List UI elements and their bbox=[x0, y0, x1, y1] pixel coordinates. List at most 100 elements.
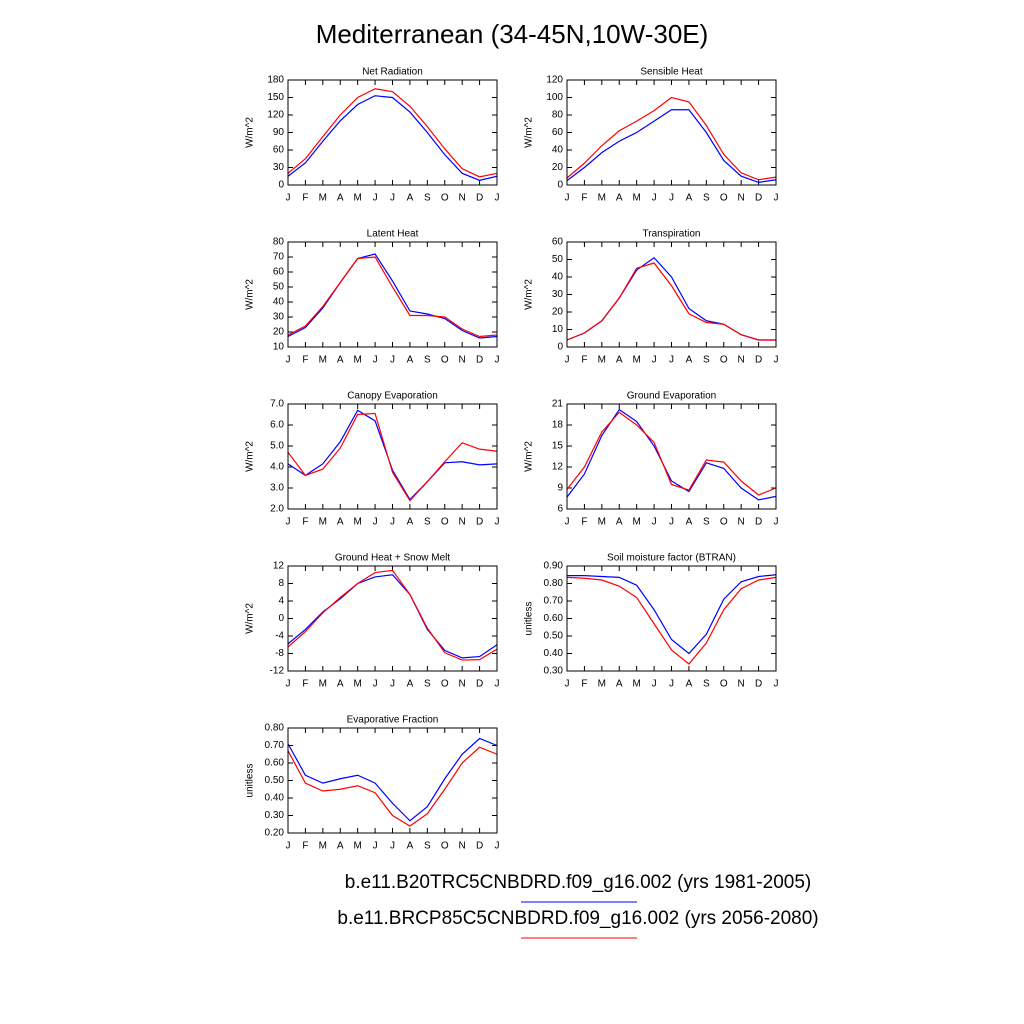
x-tick-label: M bbox=[319, 193, 327, 204]
x-tick-label: J bbox=[669, 193, 674, 204]
x-tick-label: S bbox=[424, 355, 431, 366]
y-tick-label: 0.40 bbox=[265, 793, 285, 804]
plot-frame bbox=[566, 565, 777, 672]
series-line bbox=[287, 569, 498, 661]
y-tick-label: 5.0 bbox=[270, 441, 284, 452]
plot-frame bbox=[566, 79, 777, 186]
y-tick-label: 10 bbox=[552, 324, 564, 335]
series-line bbox=[566, 408, 777, 501]
x-tick-label: A bbox=[407, 517, 414, 528]
figure-title: Mediterranean (34-45N,10W-30E) bbox=[316, 19, 709, 49]
y-tick-label: 12 bbox=[273, 561, 285, 572]
series-line bbox=[566, 576, 777, 665]
x-tick-label: M bbox=[319, 841, 327, 852]
x-tick-label: J bbox=[495, 193, 500, 204]
plot-frame bbox=[287, 565, 498, 672]
plot-frame bbox=[287, 403, 498, 510]
x-tick-label: M bbox=[598, 679, 606, 690]
x-tick-label: J bbox=[286, 193, 291, 204]
y-tick-label: 40 bbox=[273, 297, 285, 308]
x-tick-label: M bbox=[353, 679, 361, 690]
y-tick-label: 8 bbox=[278, 578, 284, 589]
x-tick-label: J bbox=[652, 355, 657, 366]
x-tick-label: F bbox=[581, 679, 587, 690]
series-line bbox=[566, 411, 777, 496]
panel-title: Sensible Heat bbox=[640, 67, 702, 78]
x-tick-label: A bbox=[616, 193, 623, 204]
panel-title: Canopy Evaporation bbox=[347, 391, 438, 402]
x-tick-label: J bbox=[286, 355, 291, 366]
y-tick-label: 4.0 bbox=[270, 462, 284, 473]
x-tick-label: N bbox=[459, 841, 466, 852]
y-axis-label: W/m^2 bbox=[524, 279, 535, 310]
y-tick-label: 20 bbox=[552, 307, 564, 318]
x-tick-label: O bbox=[441, 841, 449, 852]
y-tick-label: 60 bbox=[552, 127, 564, 138]
x-tick-label: J bbox=[565, 679, 570, 690]
x-tick-label: S bbox=[703, 517, 710, 528]
y-tick-label: 18 bbox=[552, 420, 564, 431]
y-tick-label: 0 bbox=[557, 342, 563, 353]
x-tick-label: F bbox=[302, 679, 308, 690]
y-tick-label: 80 bbox=[273, 237, 285, 248]
x-tick-label: D bbox=[755, 679, 762, 690]
plot-frame bbox=[287, 79, 498, 186]
y-tick-label: 15 bbox=[552, 441, 564, 452]
y-tick-label: 10 bbox=[273, 342, 285, 353]
x-tick-label: S bbox=[703, 679, 710, 690]
x-tick-label: J bbox=[652, 679, 657, 690]
plot-frame bbox=[566, 241, 777, 348]
x-tick-label: J bbox=[495, 355, 500, 366]
x-tick-label: J bbox=[390, 679, 395, 690]
x-tick-label: J bbox=[373, 517, 378, 528]
panel-title: Transpiration bbox=[643, 229, 701, 240]
series-line bbox=[287, 253, 498, 339]
x-tick-label: A bbox=[616, 355, 623, 366]
x-tick-label: M bbox=[353, 355, 361, 366]
x-tick-label: D bbox=[755, 355, 762, 366]
series-line bbox=[287, 574, 498, 659]
x-tick-label: O bbox=[441, 355, 449, 366]
y-tick-label: 60 bbox=[273, 145, 285, 156]
y-axis-label: unitless bbox=[245, 764, 256, 798]
x-tick-label: A bbox=[407, 355, 414, 366]
series-line bbox=[567, 574, 777, 655]
x-tick-label: J bbox=[495, 679, 500, 690]
x-tick-label: J bbox=[774, 517, 779, 528]
x-tick-label: S bbox=[424, 679, 431, 690]
x-tick-label: M bbox=[353, 193, 361, 204]
x-tick-label: D bbox=[476, 355, 483, 366]
series-line bbox=[287, 256, 498, 338]
y-tick-label: 60 bbox=[552, 237, 564, 248]
y-tick-label: 9 bbox=[557, 483, 563, 494]
x-tick-label: D bbox=[476, 679, 483, 690]
x-tick-label: M bbox=[353, 841, 361, 852]
y-tick-label: 50 bbox=[552, 254, 564, 265]
y-axis-label: unitless bbox=[524, 602, 535, 636]
y-tick-label: 30 bbox=[273, 162, 285, 173]
x-tick-label: M bbox=[319, 517, 327, 528]
x-tick-label: M bbox=[632, 679, 640, 690]
y-tick-label: 20 bbox=[552, 162, 564, 173]
y-tick-label: -4 bbox=[275, 631, 284, 642]
y-tick-label: 0.30 bbox=[265, 810, 285, 821]
y-tick-label: 0.50 bbox=[544, 631, 564, 642]
y-tick-label: 6.0 bbox=[270, 420, 284, 431]
y-tick-label: -8 bbox=[275, 648, 284, 659]
x-tick-label: J bbox=[286, 841, 291, 852]
x-tick-label: A bbox=[407, 679, 414, 690]
x-tick-label: A bbox=[337, 193, 344, 204]
series-line bbox=[566, 96, 777, 181]
x-tick-label: J bbox=[373, 841, 378, 852]
y-tick-label: 150 bbox=[267, 92, 284, 103]
x-tick-label: F bbox=[302, 355, 308, 366]
x-tick-label: J bbox=[652, 517, 657, 528]
x-tick-label: D bbox=[755, 193, 762, 204]
x-tick-label: S bbox=[424, 517, 431, 528]
y-tick-label: 0.80 bbox=[544, 578, 564, 589]
y-tick-label: 0 bbox=[278, 613, 284, 624]
x-tick-label: O bbox=[720, 193, 728, 204]
y-axis-label: W/m^2 bbox=[524, 117, 535, 148]
series-line bbox=[566, 109, 777, 183]
